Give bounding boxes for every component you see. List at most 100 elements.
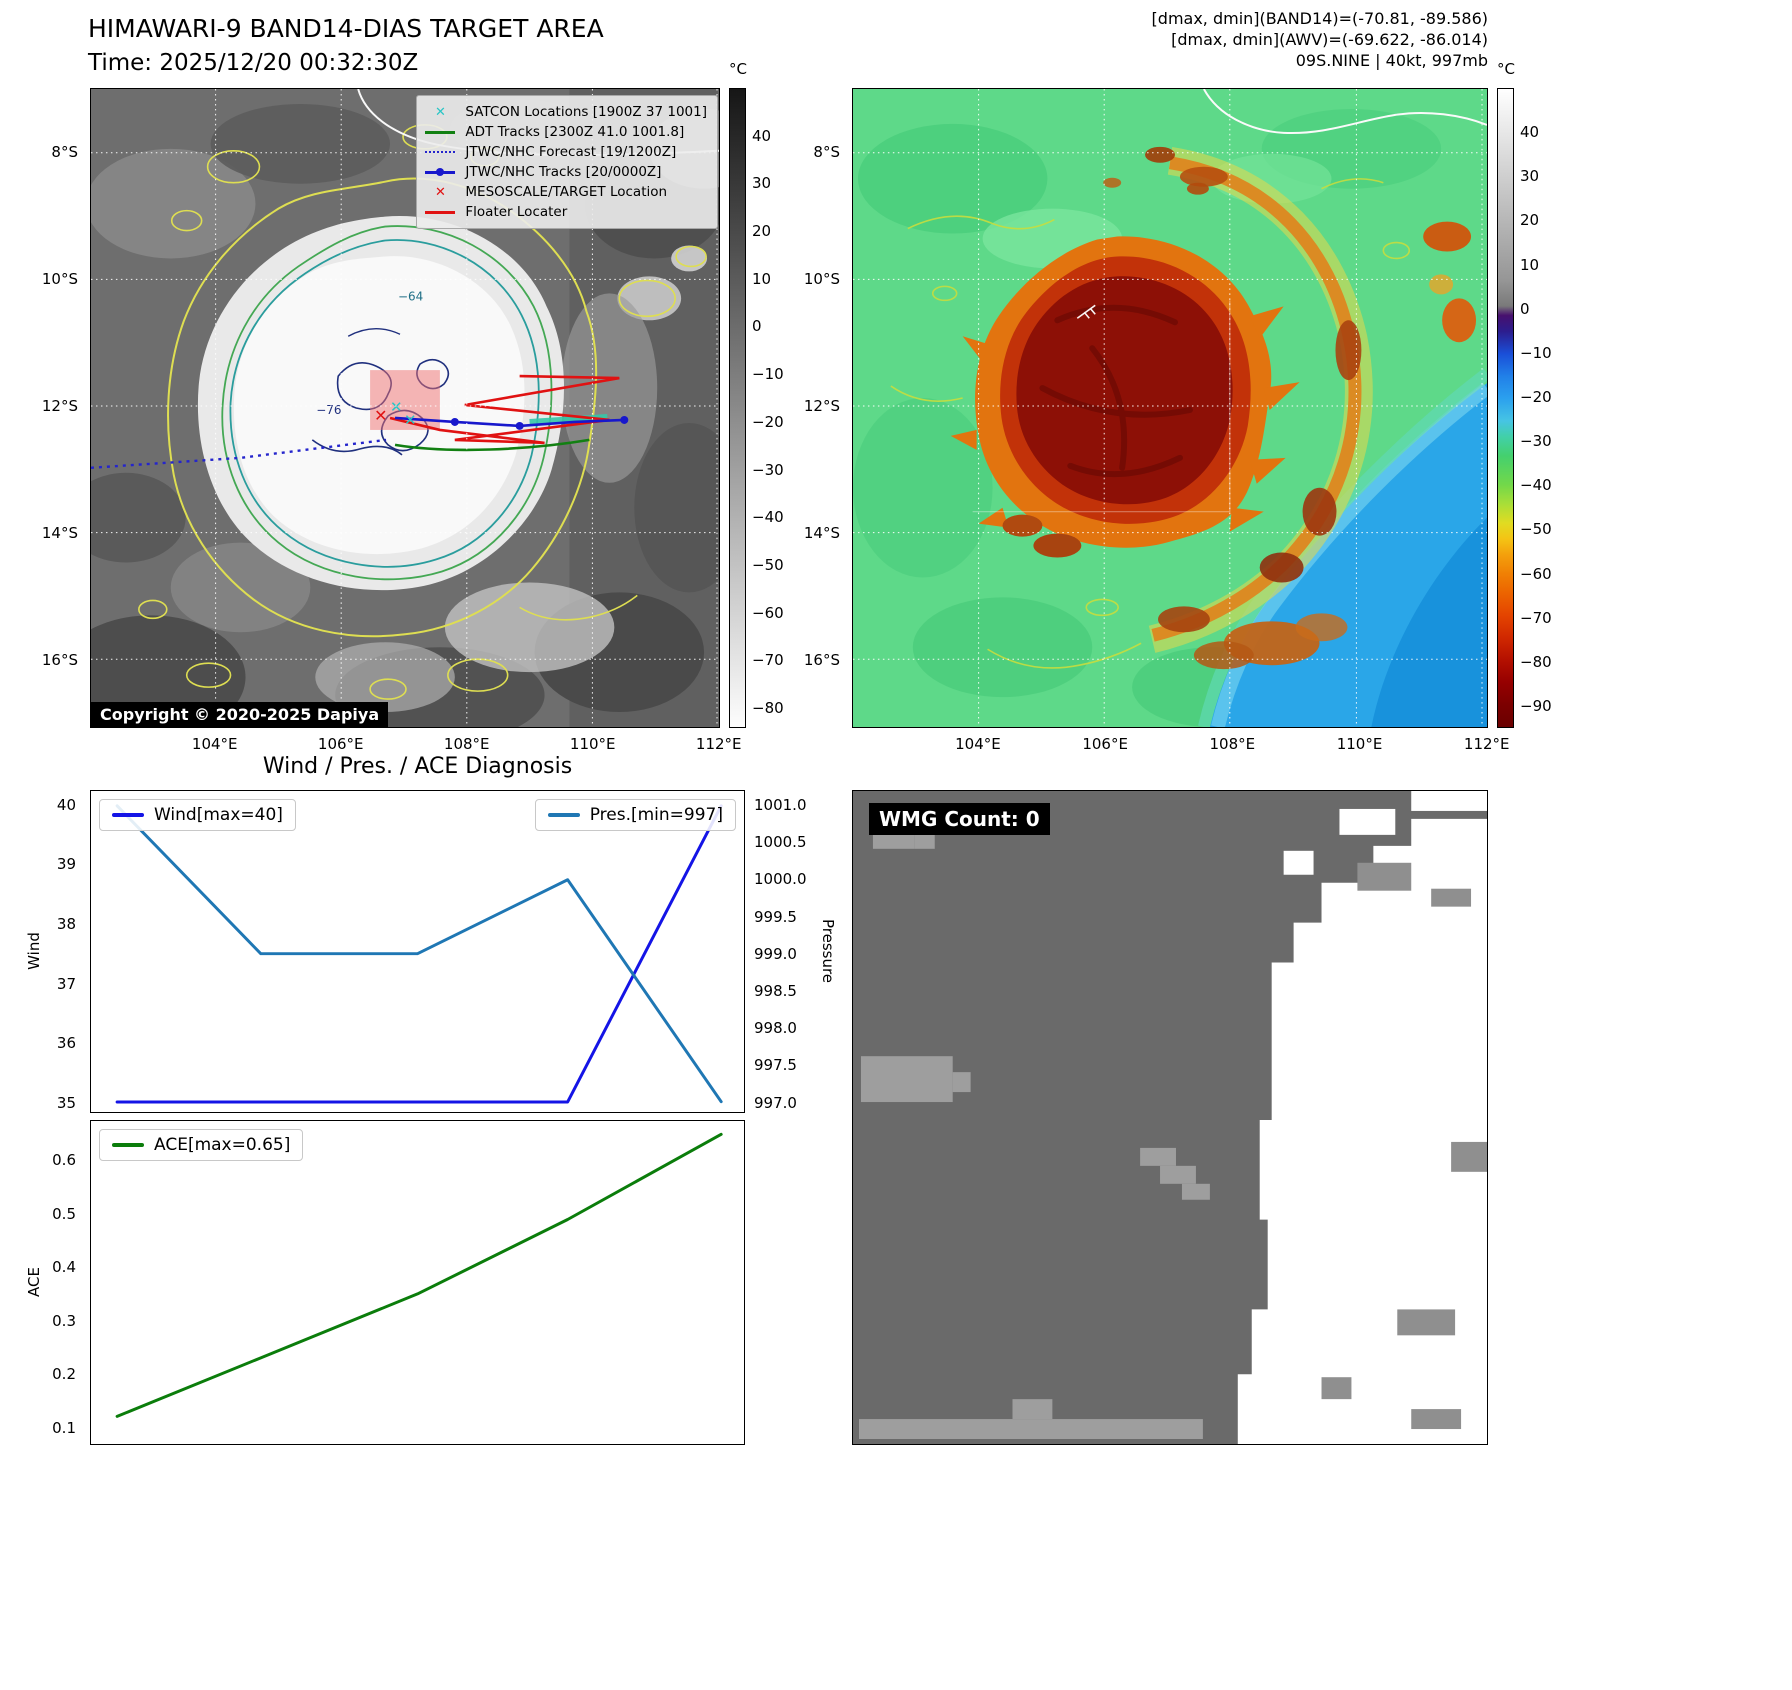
copyright-badge: Copyright © 2020-2025 Dapiya <box>91 702 389 727</box>
floater-line-icon <box>423 205 457 219</box>
lat-tick-label: 14°S <box>803 523 840 542</box>
axis-tick-label: 997.5 <box>754 1056 797 1075</box>
legend-item: JTWC/NHC Forecast [19/1200Z] <box>423 142 707 162</box>
legend-item-label: MESOSCALE/TARGET Location <box>465 184 668 200</box>
ace-chart: ACE[max=0.65] <box>90 1120 745 1445</box>
colorbar-tick-label: −20 <box>752 412 784 431</box>
colorbar-tick-label: −90 <box>1520 696 1552 715</box>
legend-item-label: JTWC/NHC Tracks [20/0000Z] <box>465 164 662 180</box>
axis-tick-label: 39 <box>56 855 76 874</box>
enhanced-colorbar <box>1497 88 1514 728</box>
lon-tick-label: 104°E <box>191 735 238 753</box>
colorbar-tick-label: −70 <box>1520 608 1552 627</box>
track-points <box>450 415 629 430</box>
lat-tick-label: 16°S <box>41 651 78 670</box>
colorbar-tick-label: 10 <box>752 269 772 288</box>
colorbar-tick-label: −10 <box>1520 343 1552 362</box>
floater-track <box>389 374 620 445</box>
axis-tick-label: 0.4 <box>52 1258 76 1277</box>
wind-axis-label: Wind <box>25 932 43 970</box>
ace-legend-label: ACE[max=0.65] <box>154 1135 291 1155</box>
band14-lon-axis: 104°E 106°E 108°E 110°E 112°E <box>90 734 742 756</box>
band14-title-block: HIMAWARI-9 BAND14-DIAS TARGET AREA Time:… <box>88 12 604 80</box>
lat-tick-label: 14°S <box>41 523 78 542</box>
colorbar-tick-label: −30 <box>1520 432 1552 451</box>
lat-tick-label: 8°S <box>51 143 78 161</box>
enhanced-ir-image <box>853 89 1487 727</box>
satcon-marker: ✕ <box>390 398 403 416</box>
axis-tick-label: 0.2 <box>52 1365 76 1384</box>
wmg-panel: WMG Count: 0 <box>852 790 1488 1445</box>
colorbar-tick-label: 30 <box>752 174 772 193</box>
lon-tick-label: 104°E <box>955 735 1001 753</box>
cloud-free-patches <box>1283 791 1487 881</box>
lat-tick-label: 12°S <box>41 397 78 416</box>
cold-ring-contours <box>221 225 553 581</box>
lat-tick-label: 10°S <box>803 269 840 288</box>
adt-track-line-icon <box>423 125 457 139</box>
axis-tick-label: 998.5 <box>754 981 797 1000</box>
band14-title: HIMAWARI-9 BAND14-DIAS TARGET AREA <box>88 14 604 43</box>
enhanced-colorbar-unit: °C <box>1497 60 1515 78</box>
colorbar-tick-label: 40 <box>1520 123 1540 142</box>
gray-patches-on-white <box>1321 862 1487 1430</box>
lon-tick-label: 106°E <box>317 735 364 753</box>
pressure-axis-ticks: 997.0 997.5 998.0 998.5 999.0 999.5 1000.0 1000… <box>752 790 822 1113</box>
axis-tick-label: 998.0 <box>754 1019 797 1038</box>
axis-tick-label: 36 <box>56 1034 76 1053</box>
axis-tick-label: 0.6 <box>52 1151 76 1170</box>
lon-tick-label: 110°E <box>1336 735 1383 753</box>
wmg-mask-image <box>853 791 1487 1444</box>
satcon-marker: ✕ <box>404 411 417 429</box>
ace-legend: ACE[max=0.65] <box>99 1129 304 1161</box>
wmg-count-badge: WMG Count: 0 <box>869 803 1050 835</box>
axis-tick-label: 38 <box>56 915 76 934</box>
colorbar-tick-label: 40 <box>752 126 772 145</box>
axis-tick-label: 37 <box>56 974 76 993</box>
wind-legend-label: Wind[max=40] <box>154 805 283 825</box>
colorbar-tick-label: −60 <box>752 603 784 622</box>
contour-label-inner: −76 <box>316 403 341 417</box>
info-line-awv: [dmax, dmin](AWV)=(-69.622, -86.014) <box>1171 30 1488 49</box>
yellow-filaments <box>890 178 1411 669</box>
green-field-texture <box>853 108 1442 727</box>
lat-tick-label: 8°S <box>813 143 840 161</box>
band14-lat-axis: 8°S 10°S 12°S 14°S 16°S <box>0 88 84 728</box>
axis-tick-label: 997.0 <box>754 1093 797 1112</box>
ace-legend-line-icon <box>112 1143 144 1147</box>
lat-tick-label: 12°S <box>803 397 840 416</box>
lon-tick-label: 108°E <box>443 735 490 753</box>
legend-item: ADT Tracks [2300Z 41.0 1001.8] <box>423 122 707 142</box>
axis-tick-label: 35 <box>56 1093 76 1112</box>
colorbar-tick-label: −70 <box>752 651 784 670</box>
band14-colorbar-ticks: 40 30 20 10 0 −10 −20 −30 −40 −50 −60 −70 −80 <box>752 88 796 728</box>
colorbar-tick-label: −80 <box>1520 652 1552 671</box>
colorbar-tick-label: 0 <box>752 317 762 336</box>
outer-rainband <box>1148 146 1373 670</box>
axis-tick-label: 0.5 <box>52 1204 76 1223</box>
wind-legend-line-icon <box>112 813 144 817</box>
band14-colorbar <box>729 88 746 728</box>
wind-pressure-chart: Wind[max=40] Pres.[min=997] <box>90 790 745 1113</box>
jtwc-forecast-track <box>91 438 387 470</box>
info-line-storm-id: 09S.NINE | 40kt, 997mb <box>1295 51 1488 70</box>
legend-item: ✕ SATCON Locations [1900Z 37 1001] <box>423 102 707 122</box>
coastline <box>1203 89 1487 135</box>
axis-tick-label: 40 <box>56 795 76 814</box>
satcon-x-icon: ✕ <box>434 104 446 120</box>
axis-tick-label: 1000.5 <box>754 833 807 852</box>
wind-barb-icon <box>1076 304 1096 319</box>
wind-pressure-series <box>115 804 723 1104</box>
ace-axis-label: ACE <box>25 1267 43 1297</box>
band14-map-legend: ✕ SATCON Locations [1900Z 37 1001] ADT Tra… <box>416 95 718 229</box>
colorbar-tick-label: 0 <box>1520 299 1530 318</box>
lon-tick-label: 112°E <box>695 735 742 753</box>
track-line-dot-icon <box>423 165 457 179</box>
ace-axis-ticks: 0.1 0.2 0.3 0.4 0.5 0.6 <box>0 1120 84 1445</box>
axis-tick-label: 0.1 <box>52 1418 76 1437</box>
colorbar-tick-label: 20 <box>752 222 772 241</box>
colorbar-tick-label: 20 <box>1520 211 1540 230</box>
chart-series-line <box>115 804 723 1104</box>
colorbar-tick-label: −40 <box>752 508 784 527</box>
